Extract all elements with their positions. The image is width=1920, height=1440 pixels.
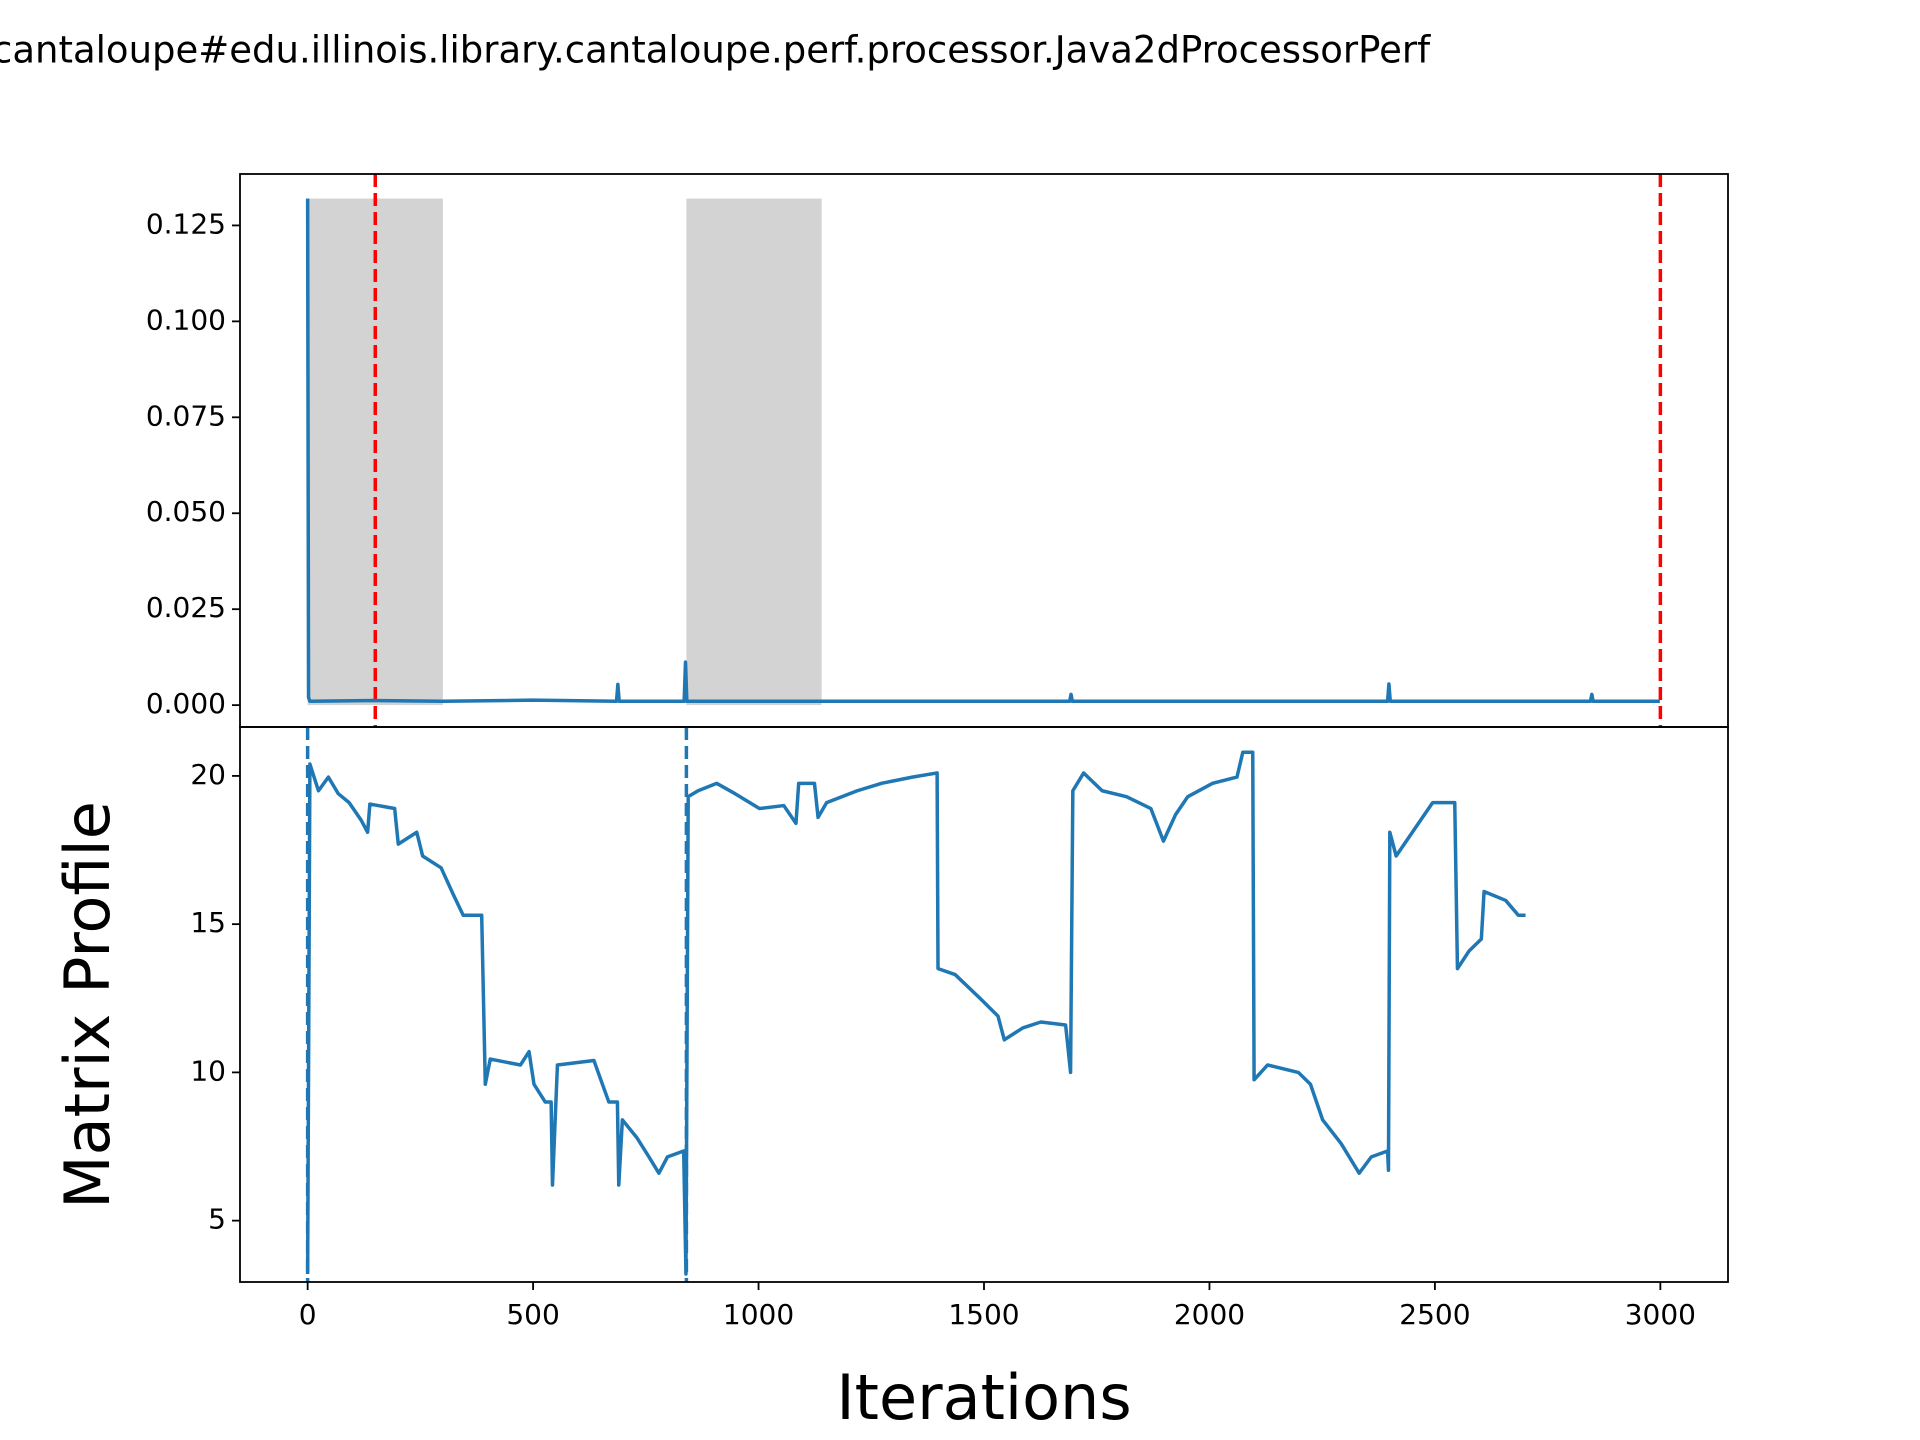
x-tick-label: 2500 [1399,1298,1470,1331]
shaded-region [686,198,822,706]
y-tick-label: 0.075 [146,399,226,432]
x-tick-label: 2000 [1174,1298,1245,1331]
x-tick-label: 500 [506,1298,559,1331]
y-tick-label: 20 [190,758,226,791]
x-tick-label: 1500 [948,1298,1019,1331]
x-axis-label: Iterations [836,1361,1131,1434]
y-axis-label: Matrix Profile [51,801,124,1209]
y-tick-label: 0.050 [146,495,226,528]
x-tick-label: 3000 [1625,1298,1696,1331]
data-line [305,750,1526,1276]
y-tick-label: 0.125 [146,207,226,240]
x-tick-label: 1000 [723,1298,794,1331]
y-tick-label: 10 [190,1054,226,1087]
y-tick-label: 0.000 [146,687,226,720]
y-tick-label: 0.100 [146,303,226,336]
x-tick-label: 0 [299,1298,317,1331]
y-tick-label: 5 [208,1203,226,1236]
data-line [305,198,1660,704]
y-tick-label: 0.025 [146,591,226,624]
y-tick-label: 15 [190,906,226,939]
plot-area [305,727,1526,1282]
chart-title: cantaloupe#edu.illinois.library.cantalou… [0,29,1431,72]
plot-area [305,174,1663,727]
